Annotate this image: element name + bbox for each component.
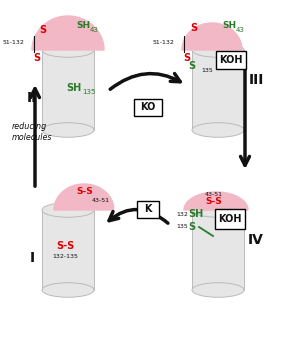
Text: S: S [188,222,195,232]
Text: 51-132: 51-132 [152,40,174,45]
Text: S: S [39,25,46,35]
Ellipse shape [42,43,94,57]
Ellipse shape [42,203,94,217]
Text: 135: 135 [201,67,213,72]
Text: 43: 43 [236,27,245,33]
Text: I: I [29,251,34,265]
Ellipse shape [42,123,94,137]
FancyBboxPatch shape [216,51,246,69]
Bar [192,50,244,130]
Text: SH: SH [188,209,203,219]
Bar [42,50,94,130]
Text: K: K [144,204,152,214]
Text: reducing
molecules: reducing molecules [12,122,52,142]
Ellipse shape [192,123,244,137]
Text: KOH: KOH [218,214,242,224]
Ellipse shape [192,43,244,57]
Text: 43-51: 43-51 [205,191,223,196]
Text: 43-51: 43-51 [92,197,110,202]
Text: S-S: S-S [76,187,93,196]
Ellipse shape [192,283,244,297]
Bar [42,210,94,290]
Text: II: II [27,91,37,105]
Text: 135: 135 [176,225,188,230]
Text: KOH: KOH [219,55,243,65]
Text: 135: 135 [82,89,95,95]
Text: SH: SH [222,21,236,30]
Polygon shape [182,23,242,50]
Text: S: S [183,53,190,63]
Text: S-S: S-S [56,241,74,251]
Text: S: S [190,23,198,33]
Polygon shape [54,184,114,210]
Bar [192,210,244,290]
Text: 43: 43 [90,27,99,33]
Text: 132: 132 [176,211,188,216]
Text: III: III [248,73,264,87]
Polygon shape [184,192,248,210]
Polygon shape [32,16,104,50]
Text: S-S: S-S [206,196,222,206]
Ellipse shape [192,203,244,217]
FancyBboxPatch shape [134,99,162,116]
Text: KO: KO [140,102,156,112]
Text: 51-132: 51-132 [2,40,24,45]
Text: IV: IV [248,233,264,247]
Text: SH: SH [76,21,90,30]
Ellipse shape [42,283,94,297]
Text: S: S [33,53,40,63]
FancyBboxPatch shape [215,209,245,229]
Text: SH: SH [66,83,81,93]
Text: 132-135: 132-135 [52,253,78,258]
Text: S: S [188,61,195,71]
FancyBboxPatch shape [137,201,159,217]
